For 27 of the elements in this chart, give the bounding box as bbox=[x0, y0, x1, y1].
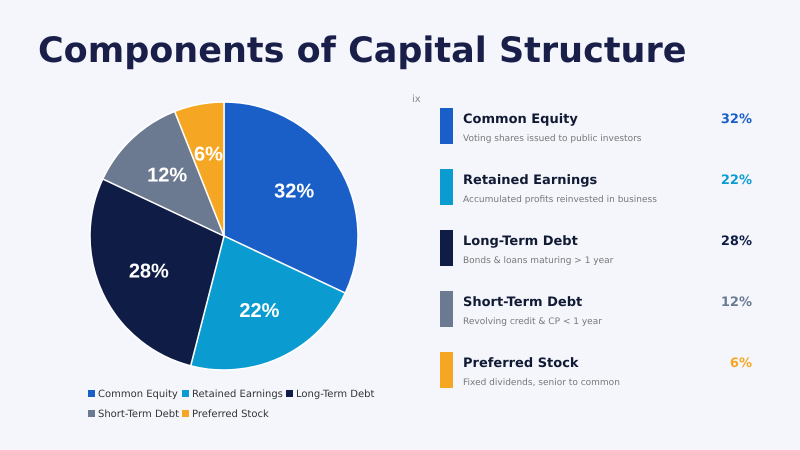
text: 32% bbox=[720, 112, 752, 127]
text: 6% bbox=[730, 356, 752, 371]
text: Voting shares issued to public investors bbox=[463, 134, 642, 144]
text: Fixed dividends, senior to common bbox=[463, 378, 620, 388]
chart-title: Components of Capital Structure bbox=[38, 31, 686, 71]
text: ix bbox=[412, 94, 421, 105]
legend-label: Common Equity bbox=[98, 389, 178, 400]
legend-label: Retained Earnings bbox=[192, 389, 283, 400]
text: 22% bbox=[720, 173, 752, 188]
legend-label: Short-Term Debt bbox=[98, 409, 180, 420]
category-label: Retained Earnings bbox=[463, 173, 598, 188]
category-label: Long-Term Debt bbox=[463, 234, 578, 249]
text: Accumulated profits reinvested in business bbox=[463, 195, 658, 205]
category-label: Common Equity bbox=[463, 112, 578, 127]
text: Revolving credit & CP < 1 year bbox=[463, 317, 602, 327]
category-label: Short-Term Debt bbox=[463, 295, 582, 310]
data-label: 32% bbox=[274, 180, 314, 202]
category-label: Preferred Stock bbox=[463, 356, 579, 371]
data-label: 22% bbox=[239, 300, 280, 322]
text: Bonds & loans maturing > 1 year bbox=[463, 256, 614, 266]
data-label: 12% bbox=[147, 164, 188, 186]
text: 28% bbox=[720, 234, 752, 249]
data-label: 6% bbox=[194, 143, 224, 166]
data-label: 28% bbox=[128, 260, 170, 282]
text: 12% bbox=[720, 295, 752, 310]
legend-label: Preferred Stock bbox=[192, 409, 269, 420]
legend-label: Long-Term Debt bbox=[296, 389, 375, 400]
